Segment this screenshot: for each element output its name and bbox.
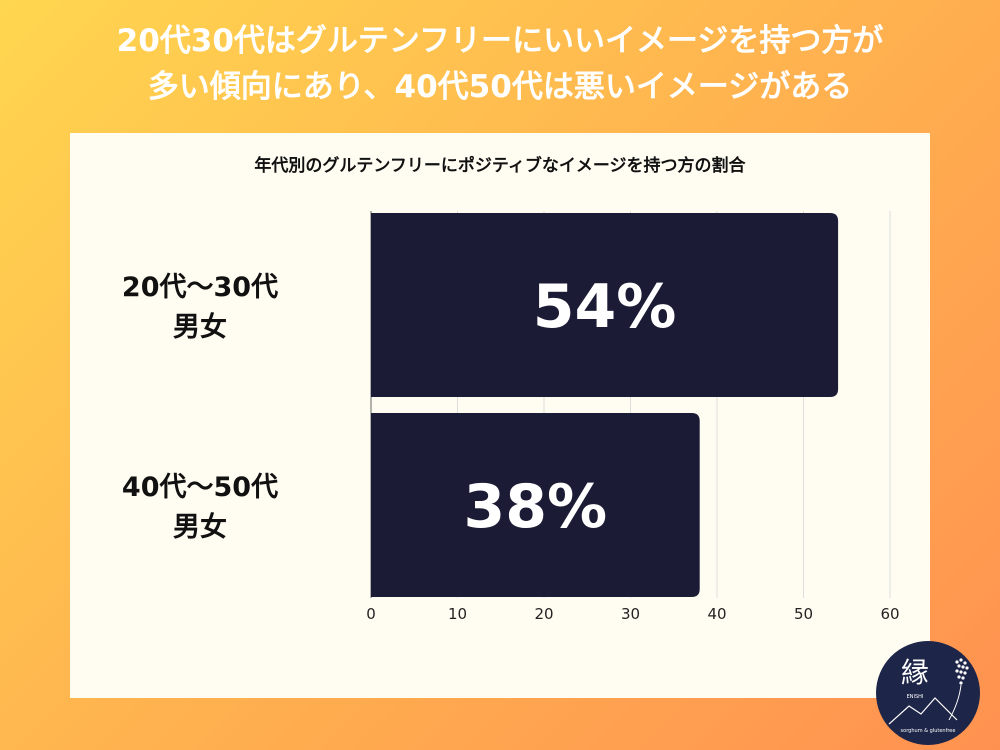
category-label-40s-50s: 40代〜50代 男女 [90,468,310,548]
x-tick-label: 30 [621,605,640,623]
logo-small-text: ENISHI [907,694,924,700]
sorghum-icon [955,658,969,685]
bar [371,413,700,597]
mountain-icon [888,697,958,725]
enishi-logo: 縁 ENISHI sorghum & glutenfree [875,640,981,746]
x-tick-label: 40 [707,605,726,623]
headline: 20代30代はグルテンフリーにいいイメージを持つ方が 多い傾向にあり、40代50… [0,18,1000,110]
category-label-line: 20代〜30代 [121,272,279,303]
category-label-line: 男女 [173,312,227,343]
sorghum-stem-icon [948,684,962,721]
chart-title: 年代別のグルテンフリーにポジティブなイメージを持つ方の割合 [254,156,746,176]
bar [371,213,839,397]
x-tick-label: 10 [448,605,467,623]
x-tick-label: 0 [366,605,376,623]
logo-caption: sorghum & glutenfree [901,728,956,734]
logo-circle [876,641,980,745]
x-axis-ticks: 0 10 20 30 40 50 60 [366,605,899,623]
bars: 54% 38% [371,213,839,597]
bar-chart: 54% 38% 0 10 20 30 40 50 60 [366,211,900,623]
headline-line-1: 20代30代はグルテンフリーにいいイメージを持つ方が [116,23,884,59]
x-tick-label: 60 [880,605,899,623]
category-label-line: 男女 [173,512,227,543]
bar-value-label: 54% [533,272,677,342]
category-label-20s-30s: 20代〜30代 男女 [90,268,310,348]
chart-panel: 年代別のグルテンフリーにポジティブなイメージを持つ方の割合 54% 38% 0 10… [70,133,930,698]
x-tick-label: 20 [534,605,553,623]
headline-line-2: 多い傾向にあり、40代50代は悪いイメージがある [147,69,853,105]
logo-glyph: 縁 [901,656,929,689]
bar-value-label: 38% [464,472,608,542]
x-tick-label: 50 [794,605,813,623]
category-label-line: 40代〜50代 [121,472,279,503]
